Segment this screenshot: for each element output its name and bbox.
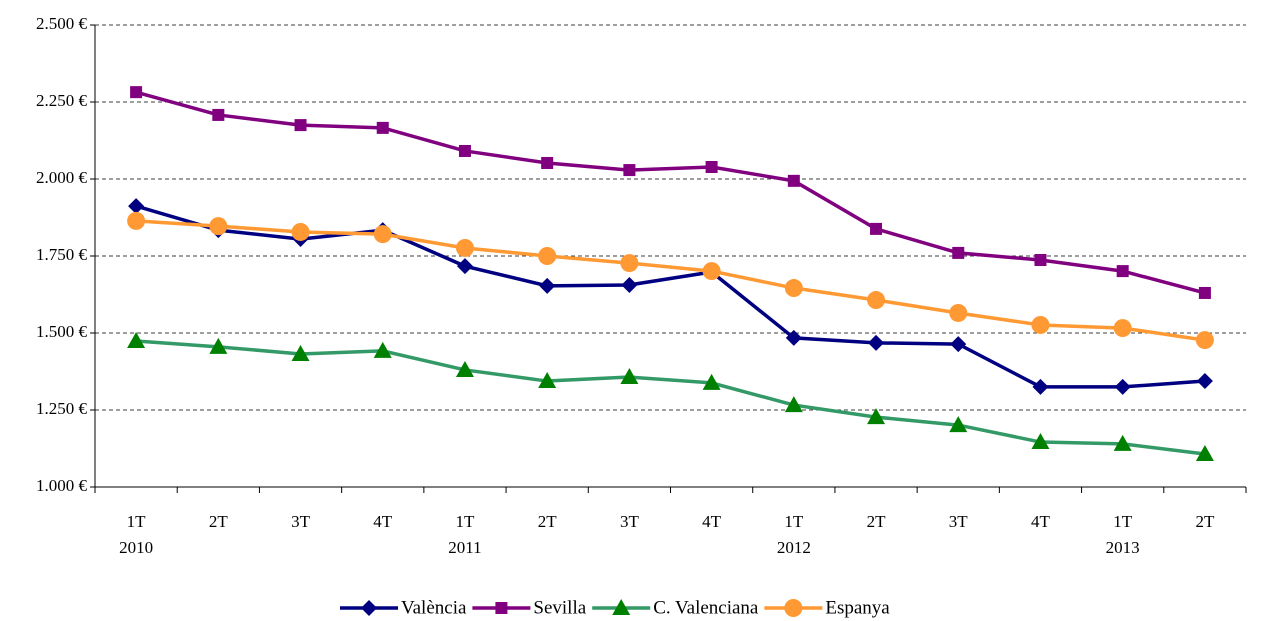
x-tick-label: 3T <box>949 512 969 531</box>
marker <box>538 247 557 265</box>
series <box>130 86 1211 299</box>
series-line <box>135 219 1206 342</box>
marker <box>455 360 474 377</box>
marker <box>623 164 636 177</box>
marker <box>867 408 886 425</box>
marker <box>1198 286 1211 299</box>
marker <box>1195 445 1214 462</box>
legend-label: Sevilla <box>533 597 586 618</box>
series <box>127 332 1214 462</box>
marker <box>867 291 886 310</box>
marker <box>127 211 146 230</box>
marker <box>621 276 638 293</box>
legend-label: València <box>401 597 467 618</box>
marker <box>950 336 967 353</box>
legend-label: C. Valenciana <box>653 597 759 618</box>
marker <box>455 238 474 257</box>
y-tick-label: 2.500 € <box>36 14 88 33</box>
marker <box>209 337 228 354</box>
marker <box>785 329 802 346</box>
marker <box>128 198 145 215</box>
x-tick-label: 2T <box>867 512 887 531</box>
y-tick-label: 1.250 € <box>36 399 88 418</box>
marker <box>294 119 307 132</box>
legend-label: Espanya <box>825 597 890 618</box>
marker <box>373 225 392 244</box>
x-tick-label: 4T <box>373 512 393 531</box>
legend-marker <box>784 599 803 617</box>
marker <box>1114 378 1131 395</box>
marker <box>541 156 554 169</box>
marker <box>949 416 968 433</box>
marker <box>127 332 146 349</box>
marker <box>538 372 557 389</box>
legend-marker <box>495 602 508 614</box>
series-line <box>135 339 1206 456</box>
x-group-label: 2012 <box>777 538 811 557</box>
marker <box>291 222 310 241</box>
marker <box>1196 373 1213 390</box>
marker <box>1031 315 1050 334</box>
marker <box>620 254 639 273</box>
legend-marker <box>361 600 377 616</box>
x-tick-label: 4T <box>1031 512 1051 531</box>
x-tick-label: 1T <box>1113 512 1133 531</box>
marker <box>539 277 556 294</box>
x-group-label: 2011 <box>448 538 481 557</box>
marker <box>1113 319 1132 338</box>
series-line <box>135 204 1206 389</box>
y-tick-label: 1.000 € <box>36 476 88 495</box>
marker <box>620 368 639 385</box>
marker <box>949 303 968 322</box>
x-tick-label: 1T <box>784 512 804 531</box>
x-tick-label: 1T <box>127 512 147 531</box>
x-tick-label: 2T <box>538 512 558 531</box>
x-tick-label: 3T <box>620 512 640 531</box>
marker <box>952 246 965 259</box>
marker <box>209 217 228 236</box>
y-tick-label: 2.250 € <box>36 91 88 110</box>
marker <box>456 258 473 275</box>
marker <box>373 341 392 358</box>
x-tick-label: 2T <box>1195 512 1215 531</box>
marker <box>376 121 389 134</box>
series-line <box>135 90 1206 295</box>
marker <box>291 344 310 361</box>
series <box>128 198 1213 395</box>
legend-marker <box>612 599 631 615</box>
marker <box>784 396 803 413</box>
x-group-label: 2010 <box>119 538 153 557</box>
marker <box>1113 434 1132 451</box>
marker <box>1032 378 1049 395</box>
marker <box>702 373 721 390</box>
marker <box>1195 331 1214 350</box>
x-tick-label: 4T <box>702 512 722 531</box>
series <box>127 211 1214 350</box>
marker <box>130 86 143 99</box>
x-tick-label: 2T <box>209 512 229 531</box>
marker <box>868 334 885 351</box>
marker <box>784 279 803 298</box>
marker <box>1116 265 1129 278</box>
x-group-label: 2013 <box>1106 538 1140 557</box>
y-tick-label: 1.750 € <box>36 245 88 264</box>
marker <box>702 262 721 281</box>
marker <box>870 222 883 235</box>
x-tick-label: 3T <box>291 512 311 531</box>
y-tick-label: 1.500 € <box>36 322 88 341</box>
marker <box>1031 433 1050 450</box>
marker <box>212 108 225 121</box>
marker <box>1034 254 1047 267</box>
x-tick-label: 1T <box>456 512 476 531</box>
y-tick-label: 2.000 € <box>36 168 88 187</box>
marker <box>787 174 800 187</box>
marker <box>705 160 718 173</box>
marker <box>458 144 471 157</box>
